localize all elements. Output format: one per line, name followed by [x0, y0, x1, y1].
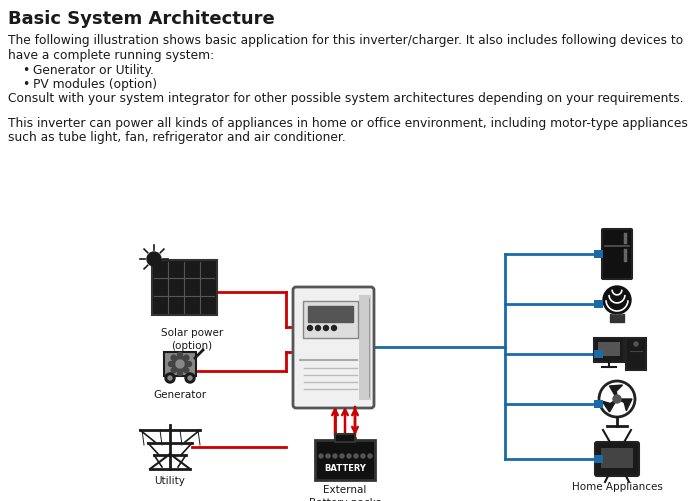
FancyBboxPatch shape: [335, 434, 355, 442]
FancyBboxPatch shape: [164, 352, 196, 376]
FancyBboxPatch shape: [315, 440, 375, 480]
FancyBboxPatch shape: [594, 455, 603, 463]
Circle shape: [147, 253, 161, 267]
Circle shape: [361, 454, 365, 458]
Polygon shape: [610, 385, 622, 399]
Circle shape: [316, 326, 321, 331]
Circle shape: [171, 368, 176, 373]
Circle shape: [165, 373, 175, 383]
Circle shape: [307, 326, 312, 331]
FancyBboxPatch shape: [610, 314, 624, 322]
Circle shape: [186, 362, 192, 367]
Text: Home Appliances: Home Appliances: [572, 481, 662, 491]
Text: Generator: Generator: [153, 389, 206, 399]
Circle shape: [340, 454, 344, 458]
Circle shape: [603, 287, 631, 314]
Polygon shape: [617, 399, 632, 411]
Circle shape: [185, 373, 195, 383]
FancyBboxPatch shape: [594, 400, 603, 408]
FancyBboxPatch shape: [626, 338, 646, 370]
Circle shape: [184, 355, 189, 360]
FancyBboxPatch shape: [359, 296, 371, 400]
Text: BATTERY: BATTERY: [324, 463, 366, 472]
FancyBboxPatch shape: [602, 229, 632, 280]
Text: such as tube light, fan, refrigerator and air conditioner.: such as tube light, fan, refrigerator an…: [8, 131, 346, 144]
Text: Basic System Architecture: Basic System Architecture: [8, 10, 274, 28]
Circle shape: [168, 376, 172, 380]
FancyBboxPatch shape: [601, 448, 633, 468]
Text: The following illustration shows basic application for this inverter/charger. It: The following illustration shows basic a…: [8, 34, 683, 47]
FancyBboxPatch shape: [152, 261, 217, 315]
Circle shape: [326, 454, 330, 458]
Text: Consult with your system integrator for other possible system architectures depe: Consult with your system integrator for …: [8, 92, 684, 105]
Circle shape: [319, 454, 323, 458]
Circle shape: [172, 356, 188, 372]
Circle shape: [169, 362, 174, 367]
Text: •: •: [22, 64, 29, 77]
Circle shape: [332, 326, 337, 331]
Circle shape: [354, 454, 358, 458]
Text: This inverter can power all kinds of appliances in home or office environment, i: This inverter can power all kinds of app…: [8, 117, 688, 130]
Circle shape: [178, 371, 183, 376]
Circle shape: [184, 368, 189, 373]
Circle shape: [178, 353, 183, 358]
Text: Solar power
(option): Solar power (option): [161, 327, 223, 351]
Circle shape: [347, 454, 351, 458]
FancyBboxPatch shape: [308, 307, 353, 322]
FancyBboxPatch shape: [303, 302, 358, 338]
FancyBboxPatch shape: [595, 442, 639, 476]
Circle shape: [176, 360, 184, 368]
Circle shape: [368, 454, 372, 458]
Circle shape: [323, 326, 328, 331]
Text: External
Battery packs: External Battery packs: [309, 484, 381, 501]
Text: have a complete running system:: have a complete running system:: [8, 49, 214, 62]
Text: Generator or Utility.: Generator or Utility.: [33, 64, 154, 77]
Circle shape: [613, 395, 621, 403]
Text: Utility: Utility: [155, 475, 186, 485]
Circle shape: [171, 355, 176, 360]
FancyBboxPatch shape: [594, 338, 624, 362]
FancyBboxPatch shape: [594, 350, 603, 358]
FancyBboxPatch shape: [594, 250, 603, 259]
Circle shape: [188, 376, 192, 380]
FancyBboxPatch shape: [598, 342, 620, 356]
Polygon shape: [602, 399, 617, 412]
Circle shape: [333, 454, 337, 458]
Text: •: •: [22, 78, 29, 91]
FancyBboxPatch shape: [293, 288, 374, 408]
FancyBboxPatch shape: [594, 301, 603, 309]
Text: PV modules (option): PV modules (option): [33, 78, 157, 91]
Circle shape: [634, 342, 638, 346]
